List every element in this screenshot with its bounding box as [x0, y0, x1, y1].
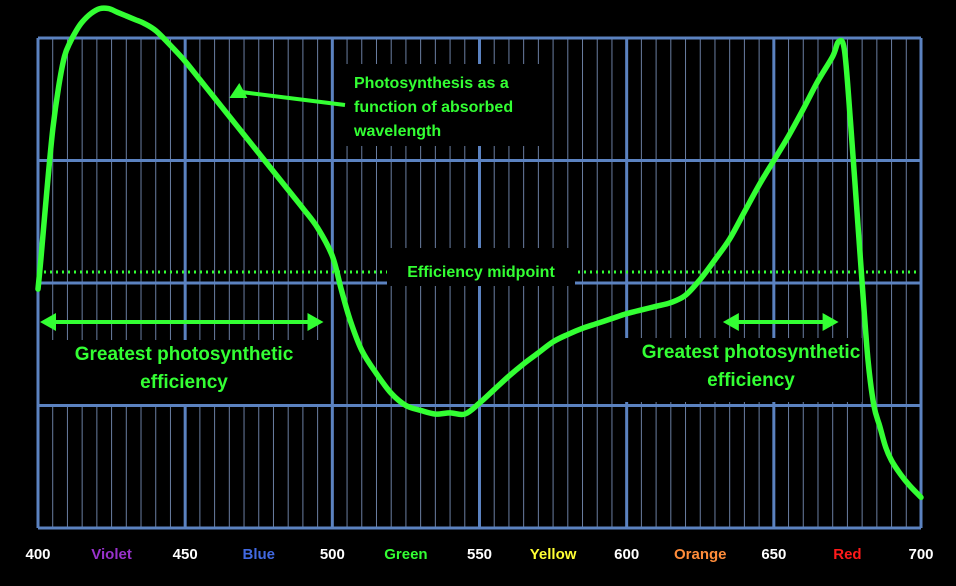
description-label: Photosynthesis as a function of absorbed w… [353, 75, 513, 140]
efficiency-label-line: efficiency [140, 372, 228, 393]
x-tick-label: Yellow [530, 546, 577, 563]
x-tick-label: Green [384, 546, 427, 563]
midpoint-layer: Efficiency midpoint [44, 248, 917, 286]
efficiency-span-arrowhead-left [722, 313, 739, 331]
x-tick-label: Blue [242, 546, 275, 563]
x-tick-label: 400 [25, 546, 50, 563]
efficiency-label-line: Greatest photosynthetic [75, 344, 294, 365]
description-pointer-arrow [241, 90, 346, 107]
span-arrows [40, 313, 839, 331]
efficiency-span-arrowhead-right [307, 313, 324, 331]
x-tick-label: 500 [320, 546, 345, 563]
x-tick-label: 650 [761, 546, 786, 563]
series-layer [35, 5, 924, 501]
description-label-line: wavelength [353, 123, 441, 140]
efficiency-label: Greatest photosynthetic efficiency [642, 342, 861, 391]
efficiency-midpoint-label: Efficiency midpoint [407, 264, 555, 281]
description-pointer-arrowhead [229, 83, 248, 99]
efficiency-label-background [622, 338, 862, 402]
x-tick-label: 450 [173, 546, 198, 563]
efficiency-label-background [40, 340, 330, 404]
description-label-background [345, 64, 545, 146]
x-tick-label: 700 [908, 546, 933, 563]
x-tick-label: Red [833, 546, 861, 563]
description-label-line: function of absorbed [354, 99, 513, 116]
annotations: Photosynthesis as a function of absorbed w… [40, 64, 862, 404]
efficiency-span-arrowhead-right [822, 313, 839, 331]
x-tick-label: 600 [614, 546, 639, 563]
x-tick-label: Orange [674, 546, 727, 563]
efficiency-span-arrowhead-left [40, 313, 56, 331]
efficiency-label: Greatest photosynthetic efficiency [75, 344, 294, 393]
photosynthesis-curve [35, 5, 924, 501]
description-label-line: Photosynthesis as a [354, 75, 509, 92]
midpoint-label-background [387, 248, 575, 286]
efficiency-label-line: efficiency [707, 370, 795, 391]
x-tick-label: Violet [91, 546, 132, 563]
efficiency-label-line: Greatest photosynthetic [642, 342, 861, 363]
x-tick-label: 550 [467, 546, 492, 563]
x-axis-tick-labels: 400 Violet 450 Blue 500 Green 550 Yellow 600 Oran… [25, 546, 933, 563]
